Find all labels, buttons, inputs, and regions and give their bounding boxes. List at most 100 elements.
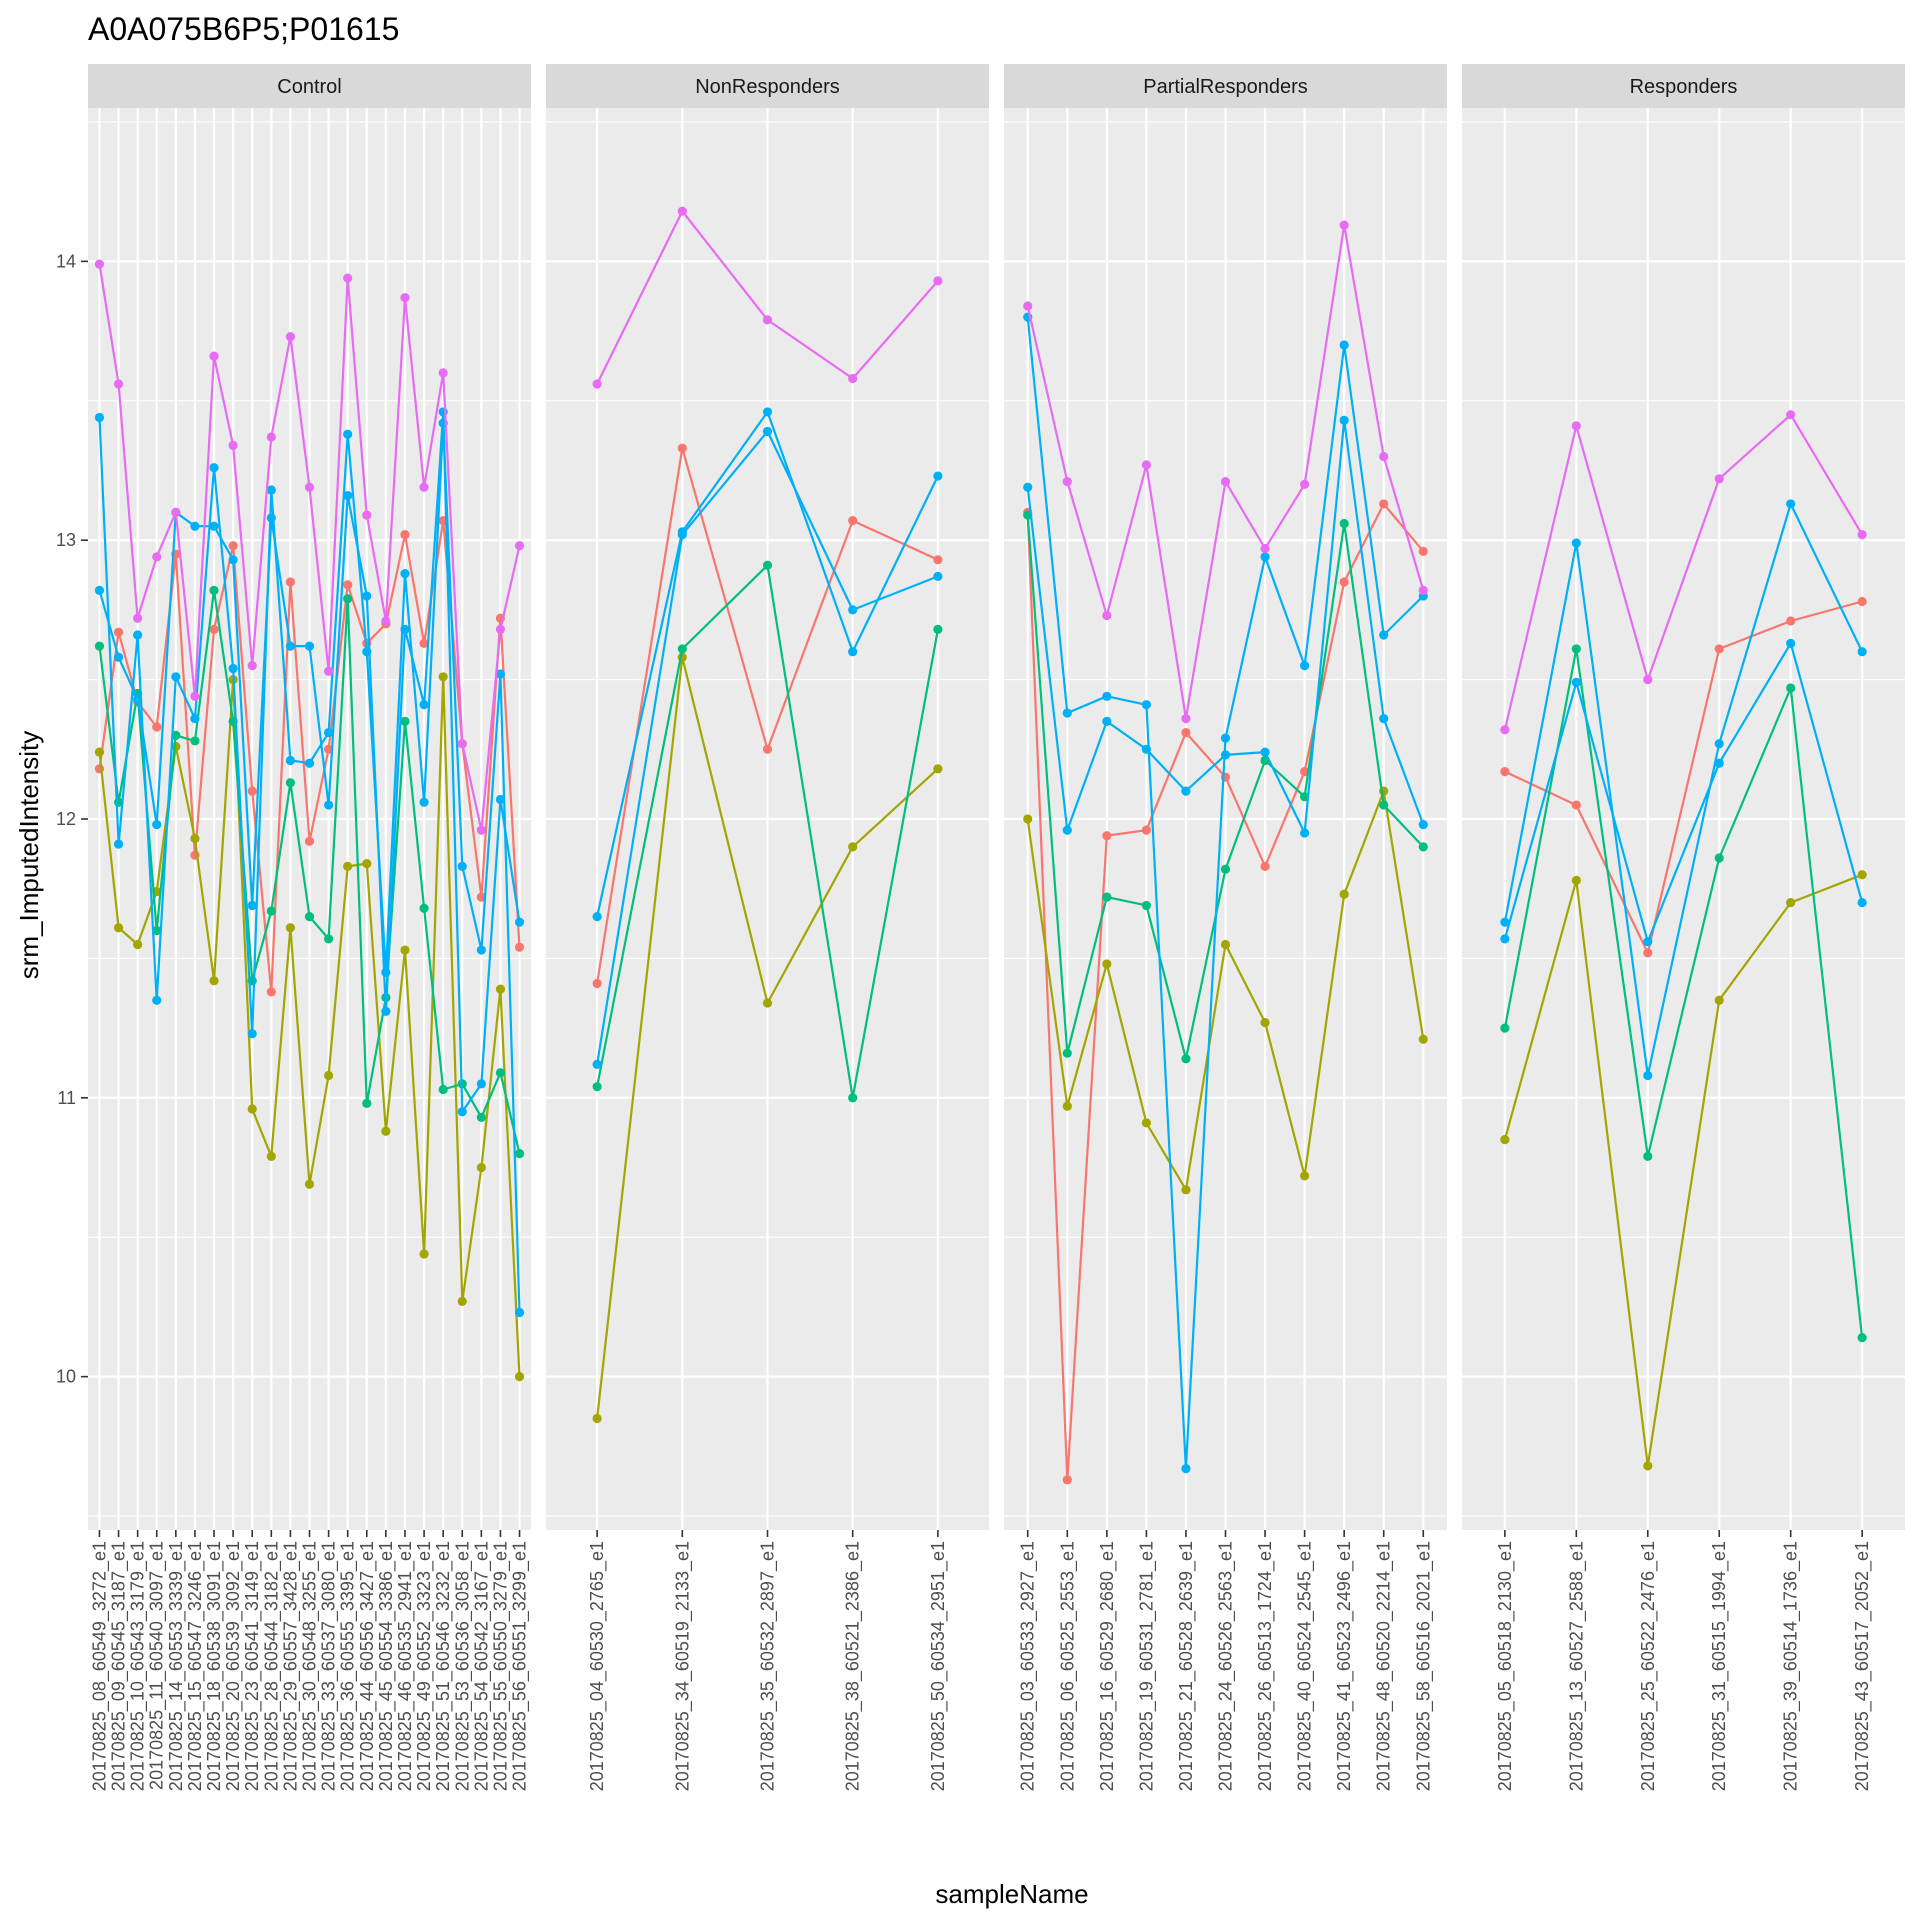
data-point [1062,477,1072,487]
y-tick-label: 13 [56,530,76,550]
facet-strip-label: NonResponders [695,76,840,98]
data-point [933,624,943,635]
series-line [1503,502,1864,1077]
data-point [343,273,353,283]
data-point [1181,786,1191,796]
data-point [1418,585,1428,595]
data-point [1571,538,1581,548]
data-point [304,836,315,846]
data-point [933,571,943,582]
x-tick-label: 20170825_49_60552_3323_e1 [414,1541,435,1791]
data-point [343,580,353,590]
data-point [190,714,200,724]
data-point [381,1126,391,1136]
data-point [592,1413,602,1424]
data-point [1023,482,1033,492]
data-point [476,1112,486,1122]
data-point [285,641,296,651]
x-tick-label: 20170825_35_60532_2897_e1 [758,1541,779,1791]
data-point [113,923,124,933]
data-point [1643,948,1653,958]
data-point [848,1093,858,1103]
data-point [94,259,105,269]
data-point [323,727,334,738]
data-point [419,903,429,913]
data-point [285,923,296,933]
data-point [1220,477,1231,487]
data-point [1643,937,1653,947]
data-point [171,507,181,517]
y-tick-label: 12 [56,809,76,829]
data-point [1062,708,1072,718]
data-point [1339,340,1349,350]
data-point [304,482,315,492]
data-point [133,630,143,640]
data-point [133,694,143,704]
data-point [933,471,943,481]
data-point [1786,616,1796,626]
data-point [323,666,334,676]
data-point [190,736,200,746]
x-tick-label: 20170825_54_60542_3167_e1 [471,1541,492,1791]
data-point [266,906,276,916]
facet-panel-3: Responders 20170825_05_60518_2130_e1 20170… [1462,64,1905,1791]
data-point [514,541,525,551]
data-point [1339,518,1349,529]
data-point [247,1104,257,1114]
data-point [304,911,315,922]
data-point [457,739,467,749]
x-tick-label: 20170825_44_60556_3427_e1 [357,1541,378,1791]
data-point [209,585,219,595]
data-point [495,669,506,679]
data-point [1571,677,1581,687]
data-point [133,613,143,623]
data-point [1418,546,1428,556]
x-tick-label: 20170825_09_60545_3187_e1 [109,1541,130,1791]
data-point [400,945,410,955]
x-tick-label: 20170825_56_60551_3299_e1 [510,1541,531,1791]
data-point [592,379,602,389]
data-point [1300,1171,1310,1181]
data-point [1643,674,1653,685]
data-point [1786,898,1796,908]
data-point [592,1082,602,1092]
data-point [1500,767,1510,777]
data-point [1379,630,1389,640]
data-point [1714,853,1724,863]
data-point [1181,714,1191,724]
y-axis-title: srm_ImputedIntensity [14,731,44,980]
data-point [1714,995,1724,1005]
data-point [1857,1333,1867,1343]
data-point [762,407,773,417]
data-point [1181,1185,1191,1195]
data-point [209,624,219,635]
data-point [1260,1017,1270,1028]
data-point [933,276,943,286]
data-point [1220,939,1231,950]
data-point [190,521,200,531]
x-tick-label: 20170825_50_60534_2951_e1 [928,1541,949,1791]
data-point [1500,917,1510,927]
data-point [1102,610,1112,621]
data-point [323,934,334,944]
data-point [495,1068,506,1078]
data-point [495,794,506,805]
x-tick-label: 20170825_11_60540_3097_e1 [147,1541,168,1790]
y-tick-label: 10 [56,1367,76,1387]
data-point [476,892,486,902]
data-point [152,995,162,1005]
data-point [209,976,219,986]
data-point [266,485,276,495]
data-point [848,842,858,852]
x-tick-label: 20170825_48_60520_2214_e1 [1374,1541,1395,1791]
y-tick-label: 11 [57,1088,76,1108]
data-point [94,747,105,757]
data-point [266,987,276,997]
data-point [1220,733,1231,743]
data-point [285,332,296,342]
data-point [1786,638,1796,648]
data-point [1857,530,1867,540]
data-point [1300,661,1310,671]
